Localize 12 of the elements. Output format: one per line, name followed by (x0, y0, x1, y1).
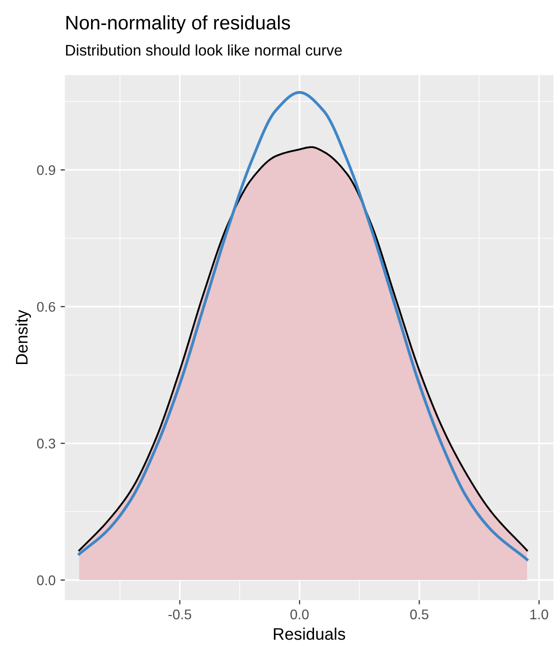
y-axis-title: Density (15, 310, 31, 364)
x-tick-label: 0.0 (290, 610, 309, 620)
chart-subtitle: Distribution should look like normal curve (66, 44, 342, 56)
chart-title: Non-normality of residuals (66, 15, 290, 34)
y-tick-label: 0.3 (37, 438, 56, 448)
x-tick-label: 1.0 (530, 610, 548, 620)
x-tick-label: -0.5 (168, 610, 192, 620)
x-tick-label: 0.5 (410, 610, 428, 620)
y-tick-label: 0.6 (37, 302, 56, 312)
y-tick-label: 0.0 (37, 575, 56, 586)
x-axis-title: Residuals (274, 628, 346, 640)
y-tick-label: 0.9 (37, 165, 56, 176)
